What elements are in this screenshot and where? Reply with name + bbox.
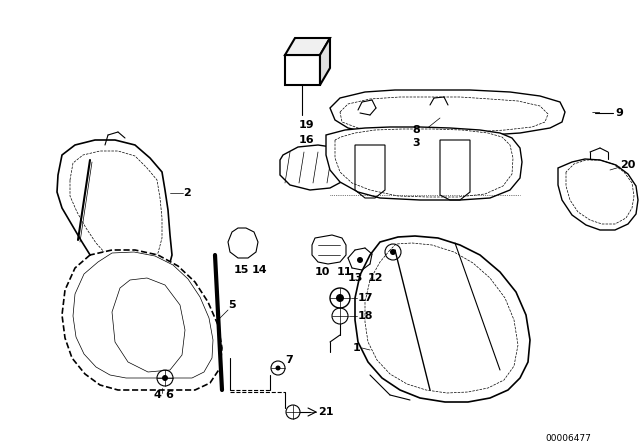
Polygon shape	[355, 236, 530, 402]
Circle shape	[357, 257, 363, 263]
Polygon shape	[57, 140, 172, 280]
Text: 21: 21	[318, 407, 333, 417]
Polygon shape	[558, 159, 638, 230]
Text: 9: 9	[615, 108, 623, 118]
Text: 2: 2	[183, 188, 191, 198]
Text: 10: 10	[315, 267, 330, 277]
Text: 00006477: 00006477	[545, 434, 591, 443]
Circle shape	[336, 294, 344, 302]
Text: —: —	[592, 108, 600, 117]
Text: 7: 7	[285, 355, 292, 365]
Text: 19: 19	[299, 120, 315, 130]
Polygon shape	[285, 38, 330, 55]
Text: 11: 11	[337, 267, 353, 277]
Circle shape	[390, 249, 396, 255]
Text: 13: 13	[348, 273, 364, 283]
Text: 8: 8	[412, 125, 420, 135]
Circle shape	[275, 366, 280, 370]
Text: 4: 4	[153, 390, 161, 400]
Text: 1: 1	[353, 343, 361, 353]
Text: 16: 16	[299, 135, 315, 145]
Polygon shape	[326, 127, 522, 200]
Text: 12: 12	[368, 273, 383, 283]
Circle shape	[162, 375, 168, 381]
Text: 6: 6	[165, 390, 173, 400]
Text: 5: 5	[228, 300, 236, 310]
Polygon shape	[320, 38, 330, 85]
Text: 14: 14	[252, 265, 268, 275]
Text: 3: 3	[412, 138, 420, 148]
Polygon shape	[62, 250, 222, 390]
Text: 18: 18	[358, 311, 374, 321]
Polygon shape	[285, 55, 320, 85]
Text: 20: 20	[620, 160, 636, 170]
Polygon shape	[330, 90, 565, 136]
Text: 15: 15	[234, 265, 250, 275]
Text: 17: 17	[358, 293, 374, 303]
